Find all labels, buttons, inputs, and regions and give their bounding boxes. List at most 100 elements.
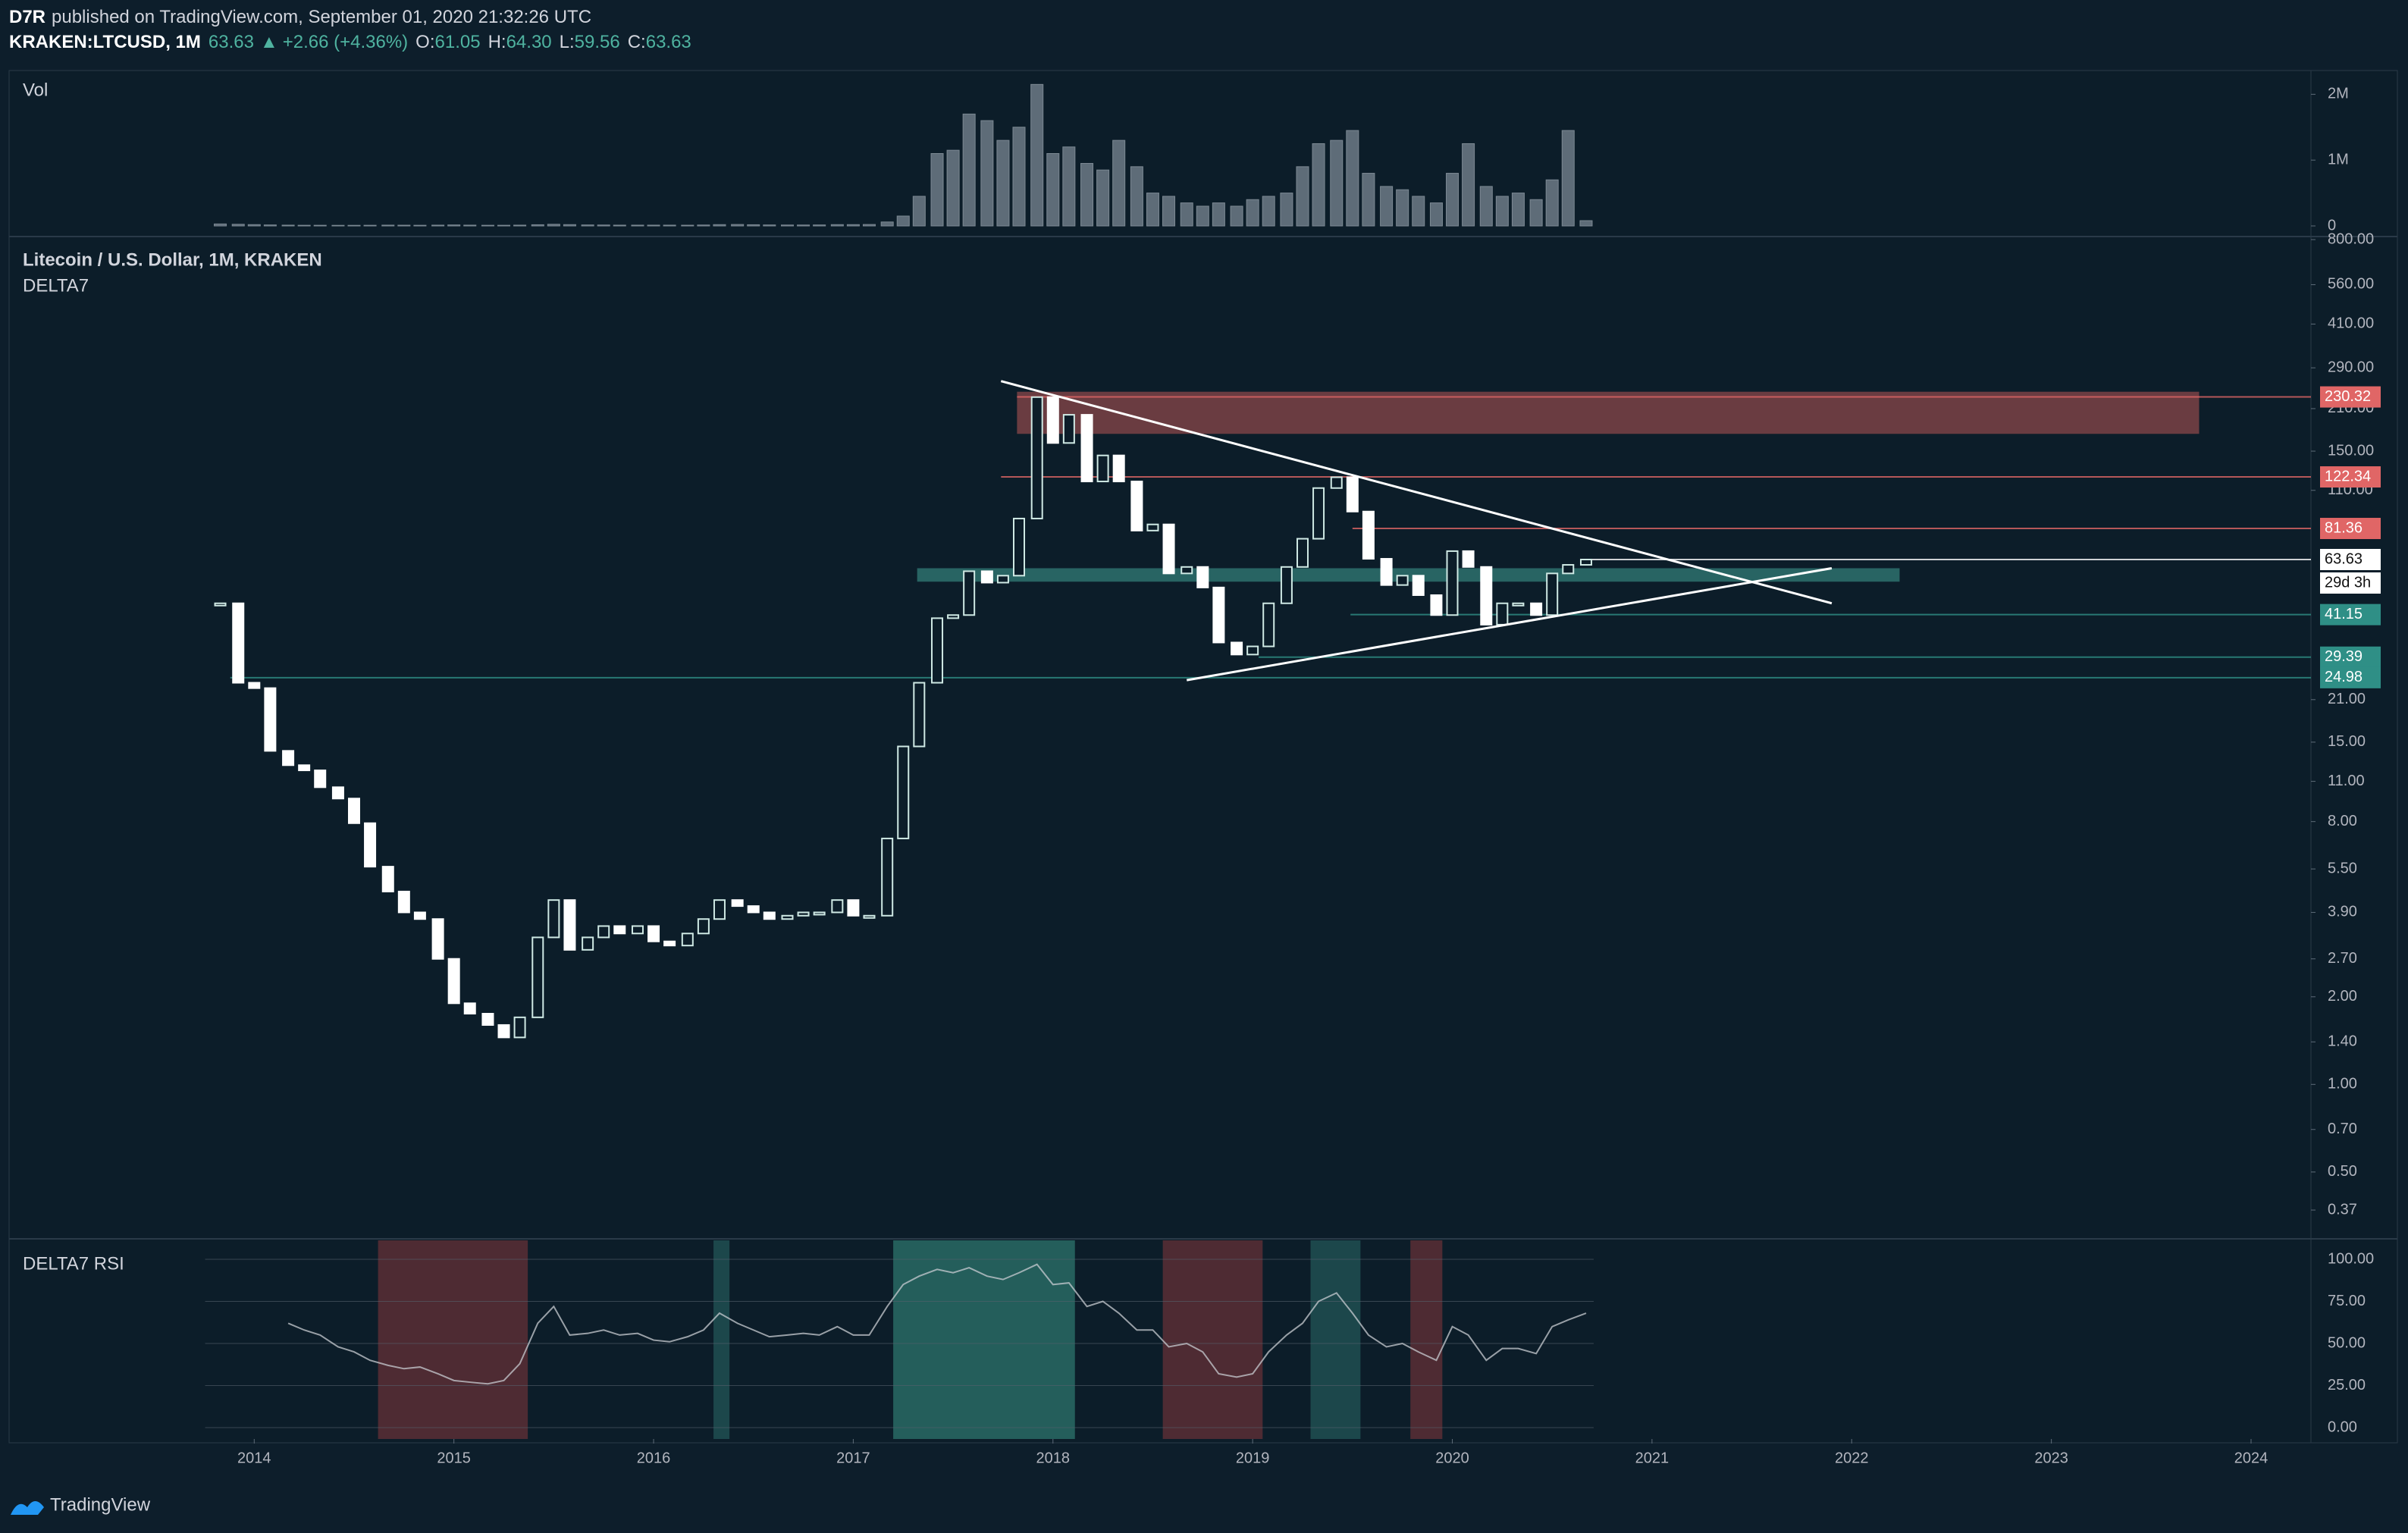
volume-bar: [1162, 196, 1176, 227]
rsi-label: DELTA7 RSI: [23, 1253, 124, 1274]
candle-body: [513, 1016, 526, 1039]
volume-bar: [1561, 130, 1575, 227]
x-tick-label: 2021: [1635, 1450, 1670, 1466]
countdown-tag: [2320, 572, 2381, 594]
ohlc-key: L:: [560, 32, 575, 52]
chart-frame: [8, 70, 2398, 1444]
indicator-label: DELTA7: [23, 275, 89, 296]
ohlc-key: H:: [488, 32, 506, 52]
candle-body: [331, 786, 344, 800]
header-line1: D7R published on TradingView.com, Septemb…: [9, 7, 591, 27]
volume-bar: [363, 224, 377, 227]
volume-bar: [1545, 179, 1559, 227]
level-tag: [2320, 518, 2381, 540]
volume-bar: [1246, 199, 1259, 227]
rsi-tick-label: 0.00: [2328, 1419, 2357, 1435]
volume-bar: [1280, 193, 1293, 227]
candle-body: [364, 822, 377, 868]
candle-body: [397, 890, 410, 914]
candle-body: [747, 905, 760, 914]
x-tick-label: 2017: [836, 1450, 870, 1466]
ohlc-key: C:: [628, 32, 646, 52]
level-label: 122.34: [2325, 468, 2371, 484]
candle-body: [381, 866, 394, 892]
y-tick-label: 3.90: [2328, 904, 2357, 920]
candle-body: [1412, 575, 1425, 596]
x-tick-label: 2022: [1835, 1450, 1869, 1466]
volume-bar: [231, 224, 245, 227]
candle-body: [731, 899, 744, 908]
candle-body: [1512, 602, 1525, 607]
candle-body: [264, 687, 277, 752]
candle-body: [563, 899, 576, 951]
candle-body: [463, 1002, 476, 1015]
volume-bar: [463, 224, 477, 227]
candle-body: [863, 914, 876, 919]
volume-bar: [946, 149, 960, 227]
volume-bar: [681, 224, 694, 227]
volume-bar: [880, 221, 894, 227]
candle-body: [697, 918, 710, 935]
rsi-highlight: [893, 1240, 1075, 1439]
volume-bar: [613, 224, 626, 227]
candle-body: [1296, 538, 1309, 568]
volume-bar: [1296, 166, 1309, 227]
y-tick-label: 21.00: [2328, 691, 2366, 707]
volume-bar: [862, 224, 876, 227]
candle-body: [763, 911, 776, 920]
volume-bar: [581, 224, 594, 227]
candle-body: [1546, 572, 1559, 616]
y-tick-label: 290.00: [2328, 359, 2374, 375]
candle-body: [298, 764, 311, 772]
candle-body: [1280, 566, 1293, 604]
level-label: 41.15: [2325, 606, 2363, 622]
level-label: 63.63: [2325, 550, 2363, 567]
volume-bar: [1330, 140, 1344, 227]
candle-body: [214, 602, 227, 607]
volume-bar: [381, 224, 395, 227]
candle-body: [1312, 487, 1325, 540]
candle-body: [1196, 566, 1209, 588]
volume-bar: [214, 223, 227, 227]
footer-brand: TradingView: [50, 1494, 151, 1515]
volume-bar: [331, 224, 345, 227]
volume-bar: [447, 224, 461, 227]
level-label: 81.36: [2325, 519, 2363, 536]
candle-body: [547, 899, 560, 939]
logo-icon: [11, 1501, 44, 1515]
volume-bar: [1462, 143, 1475, 227]
candle-body: [1112, 454, 1125, 483]
volume-bar: [1196, 205, 1209, 227]
zone: [1017, 391, 2199, 434]
volume-bar: [1012, 127, 1026, 227]
level-tag: [2320, 603, 2381, 625]
symbol: KRAKEN:LTCUSD, 1M: [9, 32, 201, 52]
candle-body: [347, 798, 360, 824]
candle-body: [1212, 586, 1225, 644]
volume-bar: [962, 113, 976, 227]
volume-bar: [647, 224, 660, 227]
volume-label: Vol: [23, 80, 48, 100]
x-tick-label: 2024: [2234, 1450, 2268, 1466]
volume-bar: [563, 224, 576, 227]
volume-bar: [347, 224, 361, 227]
ohlc-key: O:: [415, 32, 434, 52]
candle-body: [481, 1013, 494, 1026]
candle-body: [831, 899, 844, 914]
candle-body: [663, 940, 676, 947]
volume-bar: [481, 224, 494, 227]
volume-bar: [513, 224, 527, 227]
volume-tick-label: 0: [2328, 217, 2336, 234]
volume-bar: [1380, 186, 1394, 227]
volume-bar: [1479, 186, 1493, 227]
candle-body: [1096, 454, 1109, 483]
y-tick-label: 150.00: [2328, 442, 2374, 459]
ohlc-value: 61.05: [435, 32, 481, 52]
rsi-highlight: [713, 1240, 730, 1439]
level-label: 24.98: [2325, 669, 2363, 685]
volume-bar: [980, 120, 994, 227]
volume-bar: [1030, 83, 1044, 227]
candle-body: [314, 770, 327, 788]
candle-body: [631, 925, 644, 935]
candle-body: [1579, 558, 1592, 566]
